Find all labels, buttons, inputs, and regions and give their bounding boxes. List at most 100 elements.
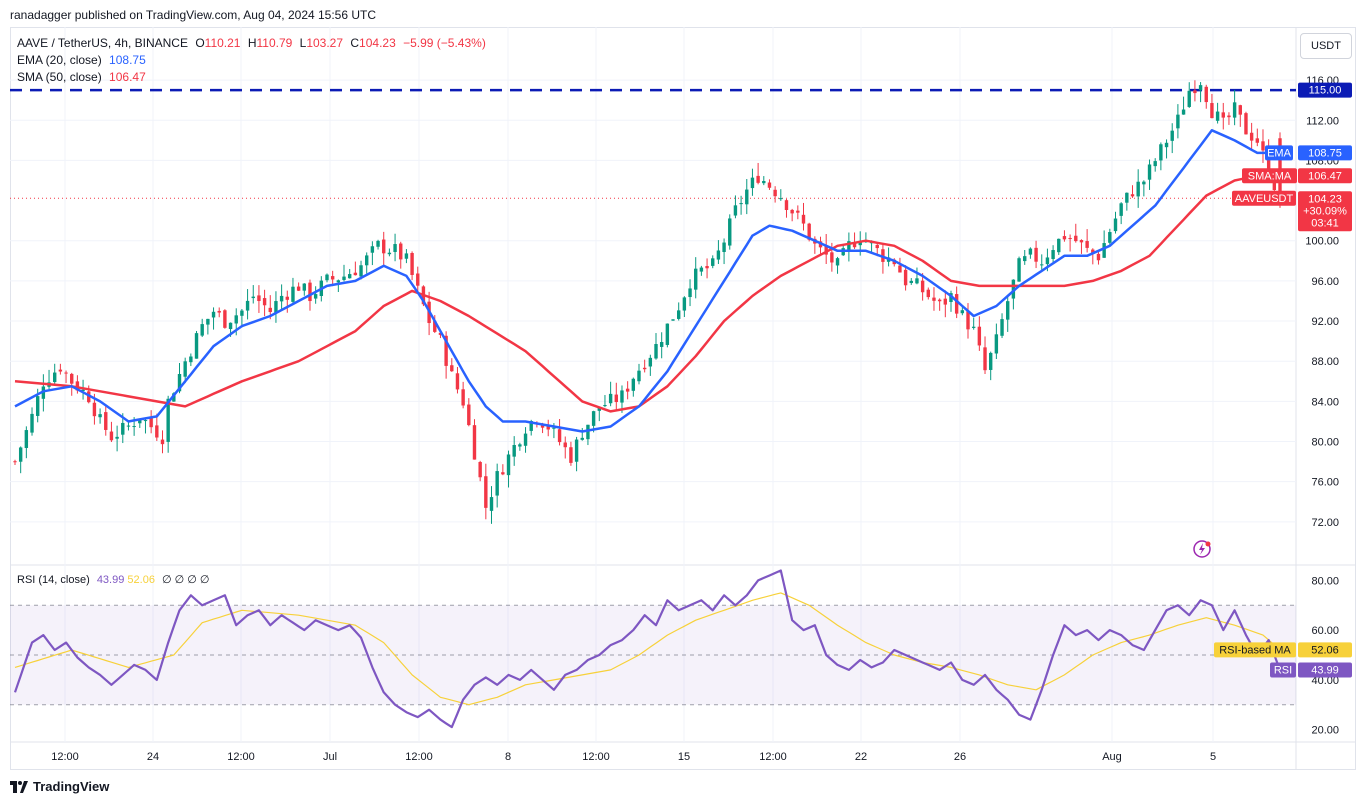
candle-body <box>1255 138 1260 143</box>
candle-body <box>784 200 789 210</box>
ema-badge: 108.75 <box>1298 145 1352 161</box>
candle-body <box>603 405 607 407</box>
rsi-value: 43.99 <box>96 574 125 586</box>
sma-tag-text: SMA:MA <box>1248 170 1292 182</box>
candle-body <box>1108 232 1112 243</box>
rsi-tick-label: 20.00 <box>1311 725 1339 737</box>
candle-body <box>847 241 851 250</box>
close-value: 104.23 <box>359 36 396 50</box>
ema-badge-bg <box>1298 145 1352 161</box>
candle-body <box>762 181 766 184</box>
candle-body <box>104 412 108 430</box>
ema-legend[interactable]: EMA (20, close) 108.75 <box>17 53 146 67</box>
candle-body <box>455 373 460 390</box>
candle-body <box>501 472 505 475</box>
sma-legend[interactable]: SMA (50, close) 106.47 <box>17 70 146 84</box>
rsi-legend[interactable]: RSI (14, close) 43.99 52.06 ∅ ∅ ∅ ∅ <box>17 573 210 586</box>
candle-body <box>1113 218 1118 232</box>
candle-body <box>308 282 312 302</box>
candle-body <box>654 344 658 359</box>
candle-body <box>637 370 641 382</box>
candle-body <box>461 389 465 406</box>
candle-body <box>994 334 999 354</box>
candle-body <box>1006 301 1010 320</box>
publisher-line: ranadagger published on TradingView.com,… <box>10 8 377 22</box>
candle-body <box>478 462 482 478</box>
candle-body <box>586 424 590 440</box>
candle-body <box>172 393 176 402</box>
candle-body <box>1136 181 1140 197</box>
candle-body <box>410 253 414 275</box>
candle-body <box>81 389 85 392</box>
candle-body <box>217 310 221 313</box>
price-tick-label: 88.00 <box>1311 356 1339 368</box>
candle-body <box>1272 176 1277 191</box>
rsi-ma-badge: 52.06 <box>1298 642 1352 658</box>
candle-body <box>1204 86 1208 103</box>
rsi-tick-label: 40.00 <box>1311 675 1339 687</box>
candle-body <box>245 300 250 311</box>
candle-body <box>739 203 743 205</box>
candle-body <box>1221 112 1225 118</box>
candle-body <box>773 189 777 197</box>
ema-value: 108.75 <box>109 53 146 67</box>
candle-body <box>580 437 584 440</box>
high-label: H <box>247 36 257 50</box>
rsi-ma-tag: RSI-based MA <box>1214 642 1296 658</box>
candle-body <box>1193 90 1197 94</box>
candle-body <box>155 425 159 438</box>
candle-body <box>296 286 301 291</box>
candle-body <box>954 294 959 314</box>
rsi-ma-badge-text: 52.06 <box>1311 644 1339 656</box>
candle-body <box>1142 181 1146 185</box>
rsi-tick-label: 60.00 <box>1311 625 1339 637</box>
candle-body <box>18 447 23 462</box>
candle-body <box>30 413 34 433</box>
candle-body <box>756 175 760 183</box>
candle-body <box>506 454 511 476</box>
candle-body <box>705 266 709 269</box>
candle-body <box>694 268 698 290</box>
candle-body <box>1057 238 1061 253</box>
time-tick-label: 12:00 <box>405 751 433 763</box>
high-value: 110.79 <box>256 36 293 50</box>
candle-body <box>87 391 91 403</box>
price-tick-label: 84.00 <box>1311 396 1339 408</box>
candle-body <box>1153 161 1157 167</box>
ema-label: EMA (20, close) <box>17 53 102 67</box>
candle-body <box>325 274 329 281</box>
price-tick-label: 72.00 <box>1311 517 1339 529</box>
change-value: −5.99 (−5.43%) <box>403 36 486 50</box>
candle-body <box>733 205 738 216</box>
candle-body <box>767 182 772 188</box>
footer-brand-text: TradingView <box>33 779 110 794</box>
candle-body <box>444 335 448 366</box>
candle-body <box>1227 115 1231 118</box>
candle-body <box>1040 264 1044 266</box>
candle-body <box>909 280 913 284</box>
candle-body <box>24 430 29 448</box>
ema-tag: EMA <box>1265 145 1293 161</box>
candle-body <box>342 276 346 280</box>
candle-body <box>223 310 227 328</box>
candle-body <box>518 444 522 447</box>
candle-body <box>58 369 63 372</box>
currency-button[interactable]: USDT <box>1300 33 1352 59</box>
candle-body <box>495 471 499 496</box>
candle-body <box>1176 114 1180 129</box>
candle-body <box>1215 111 1220 121</box>
price-badge-text: 03:41 <box>1311 217 1339 229</box>
candle-body <box>200 324 204 336</box>
candle-body <box>467 404 471 426</box>
symbol-label[interactable]: AAVE / TetherUS, 4h, BINANCE <box>17 36 188 50</box>
price-badge-text: +30.09% <box>1303 205 1347 217</box>
candle-body <box>1181 109 1186 115</box>
candle-body <box>620 390 624 403</box>
candle-body <box>484 476 488 508</box>
time-tick-label: 12:00 <box>227 751 255 763</box>
rsi-badge: 43.99 <box>1298 662 1352 678</box>
candle-body <box>552 427 556 429</box>
footer-brand[interactable]: TradingView <box>10 779 109 794</box>
sma-value: 106.47 <box>109 70 146 84</box>
